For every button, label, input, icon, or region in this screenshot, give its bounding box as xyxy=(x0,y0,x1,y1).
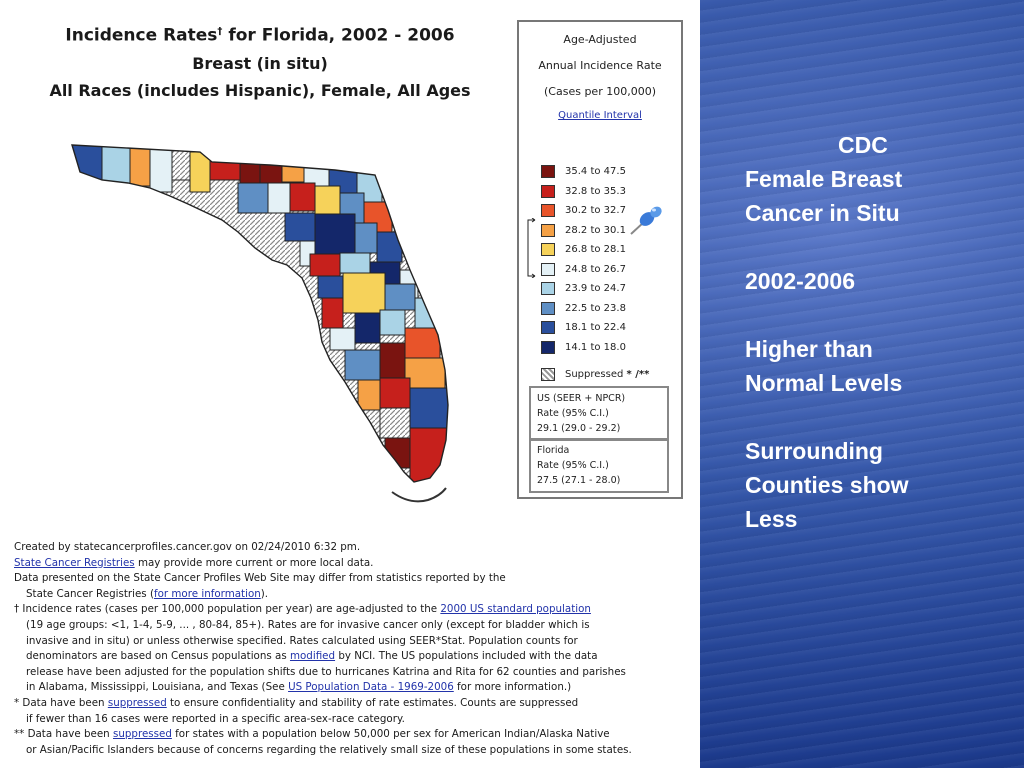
legend-swatch xyxy=(541,184,555,198)
notes-cancer-in-situ: Cancer in Situ xyxy=(745,200,900,226)
legend-swatch xyxy=(541,243,555,257)
standard-population-link[interactable]: 2000 US standard population xyxy=(440,603,591,616)
legend-heading-2: Annual Incidence Rate xyxy=(538,59,662,72)
legend-label: 23.9 to 24.7 xyxy=(565,283,626,295)
notes-female-breast: Female Breast xyxy=(745,166,903,192)
legend-label: 32.8 to 35.3 xyxy=(565,185,626,197)
dagger-line-5: release have been adjusted for the popul… xyxy=(26,665,626,678)
notes-surrounding: Surrounding xyxy=(745,438,883,464)
quantile-interval-link[interactable]: Quantile Interval xyxy=(558,110,642,121)
registries-text: may provide more current or more local d… xyxy=(134,556,374,569)
dstar-text-b: for states with a population below 50,00… xyxy=(171,728,610,741)
notes-years: 2002-2006 xyxy=(745,268,855,294)
notes-counties-show: Counties show xyxy=(745,472,909,498)
legend-suppressed-marks: * /** xyxy=(626,369,650,381)
legend-bracket xyxy=(527,218,536,278)
us-rate-box: US (SEER + NPCR) Rate (95% C.I.) 29.1 (2… xyxy=(529,386,669,441)
legend-item: 23.9 to 24.7 xyxy=(541,279,649,299)
legend-label: 30.2 to 32.7 xyxy=(565,205,626,217)
florida-rate-line: 27.5 (27.1 - 28.0) xyxy=(537,475,621,486)
title-line2: Breast (in situ) xyxy=(192,53,328,73)
map-legend: Age-Adjusted Annual Incidence Rate (Case… xyxy=(517,20,683,499)
legend-swatch xyxy=(541,223,555,237)
legend-swatch xyxy=(541,321,555,335)
title-line3: All Races (includes Hispanic), Female, A… xyxy=(49,80,471,100)
state-cancer-registries-link[interactable]: State Cancer Registries xyxy=(14,556,135,569)
florida-rate-line: Florida xyxy=(537,445,570,456)
us-rate-line: 29.1 (29.0 - 29.2) xyxy=(537,423,621,434)
dagger-text-a: † Incidence rates (cases per 100,000 pop… xyxy=(14,603,441,616)
legend-items: 35.4 to 47.5 32.8 to 35.3 30.2 to 32.7 2… xyxy=(541,162,649,385)
legend-swatch xyxy=(541,262,555,276)
dagger-text-6b: for more information.) xyxy=(453,681,572,694)
star-text-a: * Data have been xyxy=(14,696,108,709)
suppressed-link-2[interactable]: suppressed xyxy=(112,728,172,741)
florida-rate-line: Rate (95% C.I.) xyxy=(537,460,609,471)
legend-label: 22.5 to 23.8 xyxy=(565,302,626,314)
map-panel: Incidence Rates† for Florida, 2002 - 200… xyxy=(0,0,700,768)
dagger-line-3: invasive and in situ) or unless otherwis… xyxy=(26,634,578,647)
star-line-2: if fewer than 16 cases were reported in … xyxy=(26,712,405,725)
legend-item: 24.8 to 26.7 xyxy=(541,260,649,280)
legend-item: 30.2 to 32.7 xyxy=(541,201,649,221)
notes-higher-than: Higher than xyxy=(745,336,873,362)
legend-label: 24.8 to 26.7 xyxy=(565,263,626,275)
modified-link[interactable]: modified xyxy=(289,650,336,663)
legend-swatch xyxy=(541,204,555,218)
title-line1: Incidence Rates xyxy=(65,25,218,46)
dagger-line-2: (19 age groups: <1, 1-4, 5-9, ... , 80-8… xyxy=(26,618,590,631)
legend-heading-3: (Cases per 100,000) xyxy=(544,85,656,98)
differ-text-a: State Cancer Registries ( xyxy=(26,587,154,600)
differ-text-b: ). xyxy=(260,587,269,600)
map-title: Incidence Rates† for Florida, 2002 - 200… xyxy=(0,18,520,104)
legend-label: 18.1 to 22.4 xyxy=(565,322,626,334)
legend-item: 32.8 to 35.3 xyxy=(541,182,649,202)
legend-swatch xyxy=(541,340,555,354)
legend-suppressed-label: Suppressed xyxy=(565,369,624,381)
suppressed-link[interactable]: suppressed xyxy=(107,696,167,709)
legend-item: 14.1 to 18.0 xyxy=(541,338,649,358)
legend-item: 18.1 to 22.4 xyxy=(541,318,649,338)
footnotes: Created by statecancerprofiles.cancer.go… xyxy=(14,540,698,758)
dagger-text-4b: by NCI. The US populations included with… xyxy=(335,650,598,663)
legend-label: 35.4 to 47.5 xyxy=(565,166,626,178)
legend-heading-1: Age-Adjusted xyxy=(563,33,637,46)
legend-swatch xyxy=(541,282,555,296)
notes-normal-levels: Normal Levels xyxy=(745,370,903,396)
dstar-text-a: ** Data have been xyxy=(14,728,113,741)
created-line: Created by statecancerprofiles.cancer.go… xyxy=(14,541,361,553)
dagger-text-4a: denominators are based on Census populat… xyxy=(26,650,290,663)
dagger-mark: † xyxy=(217,26,223,37)
dagger-text-6a: in Alabama, Mississippi, Louisiana, and … xyxy=(26,681,289,694)
legend-item-suppressed: Suppressed * /** xyxy=(541,365,649,385)
legend-item: 35.4 to 47.5 xyxy=(541,162,649,182)
slide-notes: CDC Female Breast Cancer in Situ 2002-20… xyxy=(745,128,1015,536)
legend-swatch xyxy=(541,301,555,315)
us-rate-line: US (SEER + NPCR) xyxy=(537,393,626,404)
legend-label: 28.2 to 30.1 xyxy=(565,224,626,236)
legend-item: 22.5 to 23.8 xyxy=(541,299,649,319)
suppressed-swatch xyxy=(541,368,555,382)
florida-rate-box: Florida Rate (95% C.I.) 27.5 (27.1 - 28.… xyxy=(529,438,669,493)
legend-item: 28.2 to 30.1 xyxy=(541,221,649,241)
title-line1b: for Florida, 2002 - 2006 xyxy=(222,25,455,46)
legend-label: 26.8 to 28.1 xyxy=(565,244,626,256)
star-text-b: to ensure confidentiality and stability … xyxy=(166,696,579,709)
notes-less: Less xyxy=(745,506,798,532)
dstar-line-2: or Asian/Pacific Islanders because of co… xyxy=(26,743,632,756)
pushpin-icon xyxy=(630,206,662,235)
notes-cdc: CDC xyxy=(838,132,888,158)
differ-line-1: Data presented on the State Cancer Profi… xyxy=(14,572,506,585)
us-rate-line: Rate (95% C.I.) xyxy=(537,408,609,419)
legend-item: 26.8 to 28.1 xyxy=(541,240,649,260)
legend-swatch xyxy=(541,165,555,179)
more-information-link[interactable]: for more information xyxy=(153,587,261,600)
us-population-data-link[interactable]: US Population Data - 1969-2006 xyxy=(288,681,454,694)
florida-map xyxy=(71,144,449,503)
legend-label: 14.1 to 18.0 xyxy=(565,341,626,353)
